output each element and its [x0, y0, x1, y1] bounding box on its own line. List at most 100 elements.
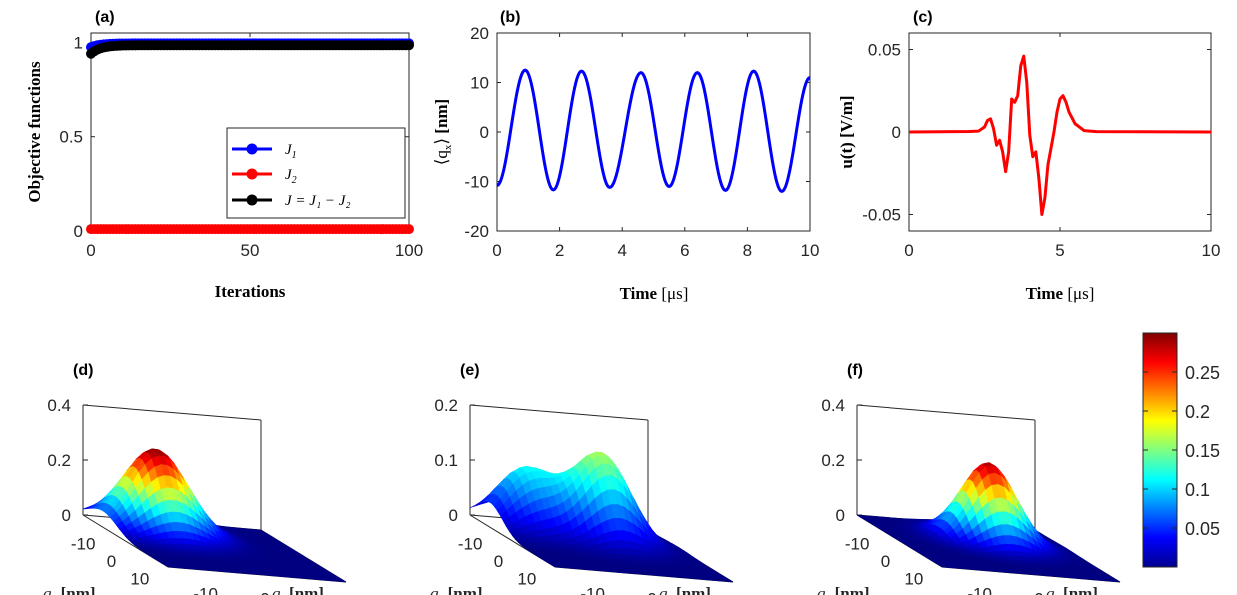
qx-tick-label: -10 — [845, 535, 870, 554]
panel-a-y-tick-label: 0 — [74, 222, 83, 241]
qx-axis-label: qx [nm] — [43, 584, 96, 595]
colorbar-gradient — [1142, 332, 1178, 568]
panel-label: (f) — [847, 362, 863, 379]
qz-axis-label: qz [nm] — [659, 584, 711, 595]
panel-a-x-tick-label: 50 — [241, 241, 260, 260]
legend-entry-j: J = J₁ − J₂ — [232, 193, 351, 209]
panel-c-y-tick-label: 0.05 — [868, 41, 901, 60]
legend-marker-j2 — [246, 168, 258, 180]
qz-tick-label: 0 — [1034, 590, 1043, 595]
qx-tick-label: -10 — [71, 535, 96, 554]
data-point-j2 — [404, 224, 414, 235]
panel-a-x-tick-label: 0 — [86, 241, 95, 260]
qz-tick-label: -10 — [967, 585, 992, 595]
axis-box-edge — [82, 404, 262, 421]
panel-a-legend: J1 J2 J = J₁ − J₂ — [226, 127, 406, 219]
legend-marker-j1 — [246, 143, 258, 155]
surface-patch — [1110, 579, 1121, 583]
qx-tick-label: 10 — [904, 569, 923, 588]
panel-b-y-tick-label: 0 — [480, 123, 489, 142]
panel-c-x-axis-label: Time [μs] — [1026, 284, 1095, 303]
panel-c-x-tick-label: 0 — [904, 241, 913, 260]
qz-tick-label: -10 — [193, 585, 218, 595]
z-tick-label: 0.4 — [47, 396, 71, 415]
colorbar-tick-label: 0.2 — [1185, 402, 1210, 422]
panel-b-y-ticks: -20 -10 0 10 20 — [464, 24, 810, 241]
panel-c-series-line — [908, 54, 1212, 216]
panel-c-x-ticks: 0 5 10 — [904, 33, 1220, 260]
colorbar-tick-label: 0.05 — [1185, 519, 1220, 539]
panel-c-y-ticks: -0.05 0 0.05 — [862, 41, 1211, 225]
qx-tick-label: 10 — [517, 569, 536, 588]
panel-a-x-tick-label: 100 — [395, 241, 423, 260]
z-tick-label: 0 — [449, 506, 458, 525]
panel-b-x-tick-label: 4 — [617, 241, 626, 260]
panel-a: (a) 00.51 0 50 100 Iterations Objective fu… — [25, 9, 423, 301]
data-point-j — [404, 40, 414, 51]
qz-axis-label: qz [nm] — [272, 584, 324, 595]
panel-b-x-ticks: 0 2 4 6 8 10 — [492, 33, 819, 260]
qx-axis-label: qx [nm] — [430, 584, 483, 595]
panel-a-x-axis-label: Iterations — [215, 282, 286, 301]
colorbar: 0.05 0.1 0.15 0.2 0.25 — [1142, 332, 1220, 568]
legend-marker-j — [246, 194, 258, 206]
colorbar-tick-label: 0.1 — [1185, 480, 1210, 500]
panel-a-y-ticks: 00.51 — [59, 33, 409, 241]
panel-b-y-tick-label: 20 — [470, 24, 489, 43]
panel-label: (d) — [73, 362, 93, 379]
panel-a-y-tick-label: 1 — [74, 33, 83, 52]
legend-label-j: J = J₁ − J₂ — [285, 193, 351, 209]
panel-a-y-tick-label: 0.5 — [59, 128, 83, 147]
panel-a-y-axis-label: Objective functions — [25, 61, 44, 203]
z-tick-label: 0.1 — [434, 451, 458, 470]
z-tick-label: 0.2 — [47, 451, 71, 470]
z-tick-label: 0.2 — [821, 451, 845, 470]
qx-tick-label: 0 — [107, 552, 116, 571]
panel-b: (b) -20 -10 0 10 20 0 2 4 6 8 10 Time [μs] ⟨qx⟩ [… — [432, 9, 819, 303]
panel-b-x-tick-label: 6 — [680, 241, 689, 260]
panel-b-x-tick-label: 10 — [801, 241, 820, 260]
panel-c-x-tick-label: 5 — [1055, 241, 1064, 260]
panel-c-x-tick-label: 10 — [1202, 241, 1221, 260]
qz-tick-label: 0 — [647, 590, 656, 595]
z-tick-label: 0 — [62, 506, 71, 525]
colorbar-tick-label: 0.15 — [1185, 441, 1220, 461]
panel-b-y-tick-label: -10 — [464, 173, 489, 192]
surface-patch — [336, 579, 347, 583]
panel-b-x-tick-label: 8 — [743, 241, 752, 260]
surface-patch — [723, 579, 734, 583]
qx-tick-label: -10 — [458, 535, 483, 554]
panel-c-label: (c) — [913, 9, 933, 26]
axis-box-edge — [856, 404, 1036, 421]
panel-c-y-tick-label: -0.05 — [862, 206, 901, 225]
panel-b-x-tick-label: 2 — [555, 241, 564, 260]
panel-b-plot-area — [496, 32, 811, 232]
panel-a-label: (a) — [95, 9, 115, 26]
z-tick-label: 0 — [836, 506, 845, 525]
colorbar-ticks: 0.05 0.1 0.15 0.2 0.25 — [1143, 363, 1220, 539]
panel-b-y-axis-label: ⟨qx⟩ [nm] — [432, 99, 454, 165]
surface — [469, 451, 734, 583]
legend-entry-j2: J2 — [232, 167, 297, 186]
qz-axis-label: qz [nm] — [1046, 584, 1098, 595]
panel-a-series — [86, 38, 414, 235]
legend-label-j1: J1 — [285, 142, 297, 161]
panel-label: (e) — [460, 362, 480, 379]
panel-b-x-tick-label: 0 — [492, 241, 501, 260]
axis-box-edge — [469, 404, 649, 421]
panel-b-x-axis-label: Time [μs] — [620, 284, 689, 303]
surface — [856, 462, 1121, 583]
z-tick-label: 0.4 — [821, 396, 845, 415]
panel-c-y-axis-label: u(t) [V/m] — [837, 95, 856, 168]
qx-tick-label: 0 — [881, 552, 890, 571]
panel-b-series-line — [496, 68, 811, 194]
panel-b-y-tick-label: -20 — [464, 222, 489, 241]
panel-b-y-tick-label: 10 — [470, 74, 489, 93]
qx-tick-label: 0 — [494, 552, 503, 571]
panel-b-label: (b) — [500, 9, 520, 26]
